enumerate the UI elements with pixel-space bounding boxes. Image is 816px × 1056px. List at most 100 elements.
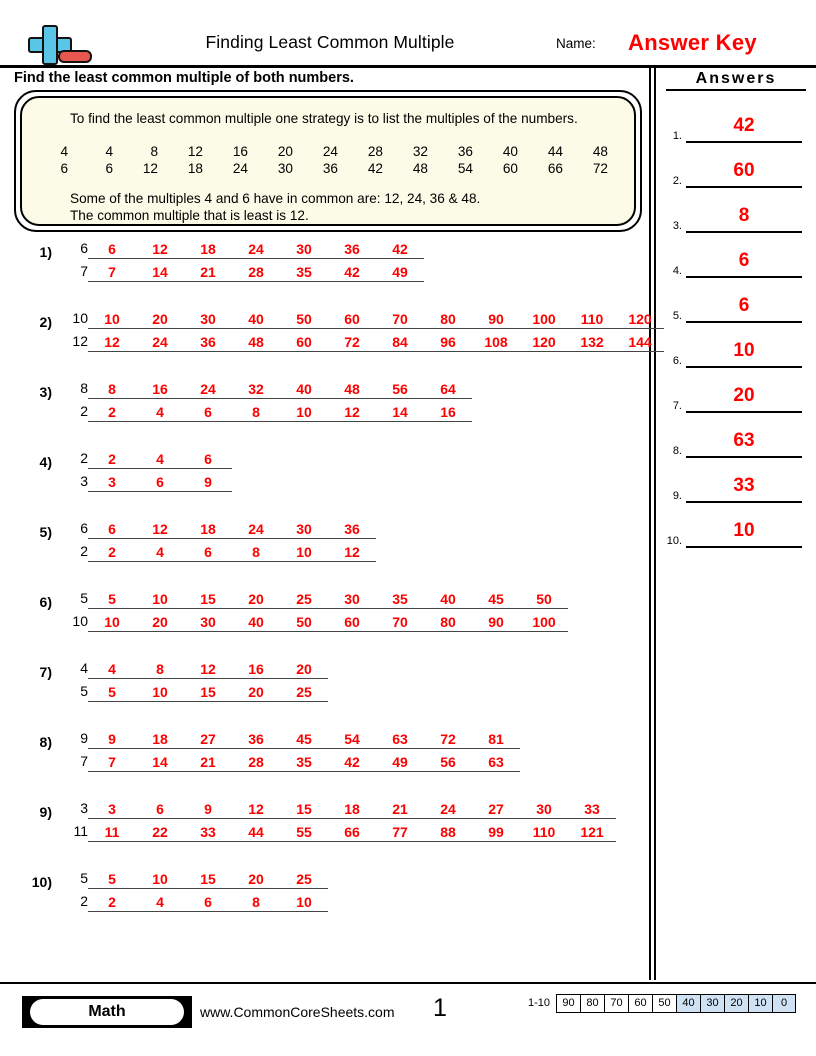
multiple-answer-blank[interactable]: 120 [616,311,664,329]
multiple-answer-blank[interactable]: 100 [520,614,568,632]
answer-value[interactable]: 8 [738,205,750,226]
multiple-answer-blank[interactable]: 4 [88,661,136,679]
multiple-answer-blank[interactable]: 7 [88,754,136,772]
multiple-answer-blank[interactable]: 10 [88,311,136,329]
multiple-answer-blank[interactable]: 24 [232,521,280,539]
multiple-answer-blank[interactable]: 22 [136,824,184,842]
multiple-answer-blank[interactable]: 15 [184,871,232,889]
multiple-answer-blank[interactable]: 45 [472,591,520,609]
multiple-answer-blank[interactable]: 10 [136,871,184,889]
multiple-answer-blank[interactable]: 15 [184,591,232,609]
multiple-answer-blank[interactable]: 6 [184,404,232,422]
multiple-answer-blank[interactable]: 12 [328,404,376,422]
multiple-answer-blank[interactable]: 16 [136,381,184,399]
multiple-answer-blank[interactable]: 6 [184,451,232,469]
multiple-answer-blank[interactable]: 56 [376,381,424,399]
multiple-answer-blank[interactable]: 90 [472,311,520,329]
multiple-answer-blank[interactable]: 10 [280,544,328,562]
multiple-answer-blank[interactable]: 3 [88,474,136,492]
multiple-answer-blank[interactable]: 5 [88,871,136,889]
multiple-answer-blank[interactable]: 20 [232,591,280,609]
multiple-answer-blank[interactable]: 3 [88,801,136,819]
multiple-answer-blank[interactable]: 24 [232,241,280,259]
answer-value[interactable]: 60 [733,160,755,181]
multiple-answer-blank[interactable]: 14 [136,754,184,772]
multiple-answer-blank[interactable]: 9 [88,731,136,749]
multiple-answer-blank[interactable]: 21 [184,754,232,772]
multiple-answer-blank[interactable]: 100 [520,311,568,329]
multiple-answer-blank[interactable]: 14 [136,264,184,282]
multiple-answer-blank[interactable]: 120 [520,334,568,352]
multiple-answer-blank[interactable]: 72 [424,731,472,749]
multiple-answer-blank[interactable]: 63 [376,731,424,749]
multiple-answer-blank[interactable]: 80 [424,311,472,329]
multiple-answer-blank[interactable]: 40 [280,381,328,399]
multiple-answer-blank[interactable]: 20 [280,661,328,679]
multiple-answer-blank[interactable]: 27 [184,731,232,749]
multiple-answer-blank[interactable]: 66 [328,824,376,842]
multiple-answer-blank[interactable]: 70 [376,311,424,329]
multiple-answer-blank[interactable]: 18 [328,801,376,819]
multiple-answer-blank[interactable]: 8 [88,381,136,399]
multiple-answer-blank[interactable]: 15 [184,684,232,702]
multiple-answer-blank[interactable]: 36 [184,334,232,352]
multiple-answer-blank[interactable]: 40 [232,614,280,632]
multiple-answer-blank[interactable]: 30 [328,591,376,609]
multiple-answer-blank[interactable]: 54 [328,731,376,749]
multiple-answer-blank[interactable]: 4 [136,544,184,562]
multiple-answer-blank[interactable]: 21 [376,801,424,819]
multiple-answer-blank[interactable]: 2 [88,544,136,562]
multiple-answer-blank[interactable]: 6 [88,521,136,539]
multiple-answer-blank[interactable]: 18 [136,731,184,749]
multiple-answer-blank[interactable]: 49 [376,264,424,282]
multiple-answer-blank[interactable]: 144 [616,334,664,352]
multiple-answer-blank[interactable]: 2 [88,404,136,422]
multiple-answer-blank[interactable]: 55 [280,824,328,842]
multiple-answer-blank[interactable]: 20 [232,871,280,889]
multiple-answer-blank[interactable]: 18 [184,241,232,259]
multiple-answer-blank[interactable]: 32 [232,381,280,399]
multiple-answer-blank[interactable]: 36 [328,521,376,539]
multiple-answer-blank[interactable]: 33 [184,824,232,842]
multiple-answer-blank[interactable]: 12 [184,661,232,679]
multiple-answer-blank[interactable]: 30 [280,241,328,259]
answer-value[interactable]: 6 [738,295,750,316]
multiple-answer-blank[interactable]: 6 [136,474,184,492]
multiple-answer-blank[interactable]: 49 [376,754,424,772]
multiple-answer-blank[interactable]: 35 [280,264,328,282]
multiple-answer-blank[interactable]: 8 [232,404,280,422]
multiple-answer-blank[interactable]: 110 [568,311,616,329]
multiple-answer-blank[interactable]: 8 [232,544,280,562]
multiple-answer-blank[interactable]: 42 [328,754,376,772]
multiple-answer-blank[interactable]: 108 [472,334,520,352]
multiple-answer-blank[interactable]: 16 [424,404,472,422]
multiple-answer-blank[interactable]: 6 [184,544,232,562]
multiple-answer-blank[interactable]: 30 [280,521,328,539]
multiple-answer-blank[interactable]: 10 [88,614,136,632]
multiple-answer-blank[interactable]: 25 [280,871,328,889]
multiple-answer-blank[interactable]: 50 [280,614,328,632]
multiple-answer-blank[interactable]: 9 [184,474,232,492]
multiple-answer-blank[interactable]: 35 [280,754,328,772]
multiple-answer-blank[interactable]: 10 [280,404,328,422]
multiple-answer-blank[interactable]: 81 [472,731,520,749]
multiple-answer-blank[interactable]: 72 [328,334,376,352]
multiple-answer-blank[interactable]: 42 [376,241,424,259]
multiple-answer-blank[interactable]: 44 [232,824,280,842]
multiple-answer-blank[interactable]: 11 [88,824,136,842]
multiple-answer-blank[interactable]: 33 [568,801,616,819]
multiple-answer-blank[interactable]: 6 [184,894,232,912]
multiple-answer-blank[interactable]: 2 [88,451,136,469]
multiple-answer-blank[interactable]: 28 [232,264,280,282]
multiple-answer-blank[interactable]: 12 [328,544,376,562]
multiple-answer-blank[interactable]: 25 [280,684,328,702]
multiple-answer-blank[interactable]: 99 [472,824,520,842]
multiple-answer-blank[interactable]: 90 [472,614,520,632]
multiple-answer-blank[interactable]: 70 [376,614,424,632]
multiple-answer-blank[interactable]: 63 [472,754,520,772]
multiple-answer-blank[interactable]: 42 [328,264,376,282]
multiple-answer-blank[interactable]: 12 [88,334,136,352]
multiple-answer-blank[interactable]: 30 [520,801,568,819]
answer-value[interactable]: 10 [733,520,755,541]
multiple-answer-blank[interactable]: 35 [376,591,424,609]
